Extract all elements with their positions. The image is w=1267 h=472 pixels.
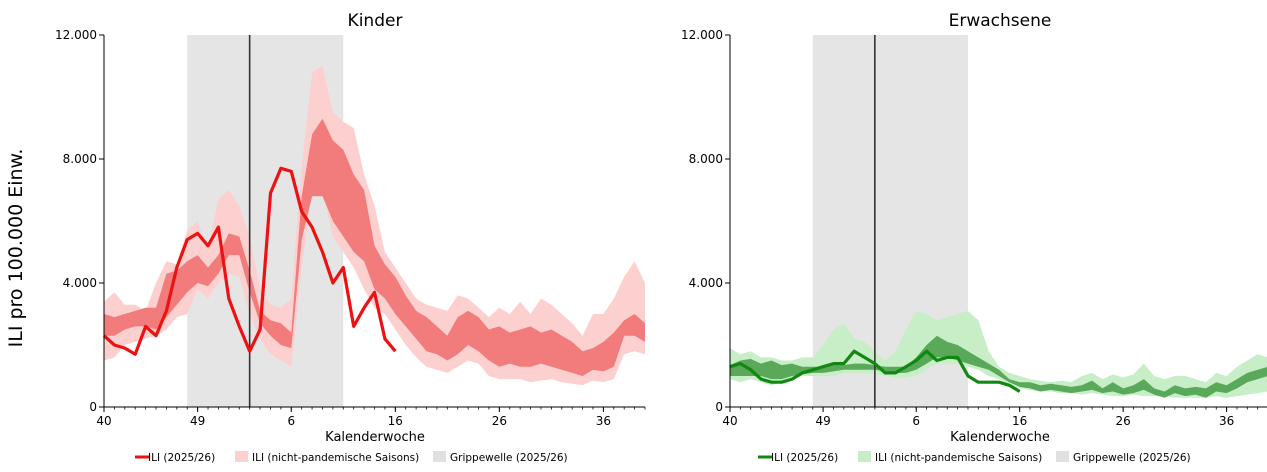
x-tick-label: 6 bbox=[287, 414, 295, 428]
band-inner-erwachsene bbox=[730, 335, 1267, 398]
band-outer bbox=[730, 310, 1267, 398]
y-tick-label: 0 bbox=[715, 400, 723, 414]
y-tick-label: 12.000 bbox=[55, 28, 97, 42]
y-tick-label: 8.000 bbox=[63, 152, 97, 166]
y-axis-label: ILI pro 100.000 Einw. bbox=[5, 149, 27, 348]
y-tick-label: 4.000 bbox=[63, 276, 97, 290]
legend-swatch-line bbox=[758, 455, 773, 459]
legend-swatch-wave bbox=[1056, 451, 1069, 462]
x-tick-label: 6 bbox=[912, 414, 920, 428]
legend-label-band: ILI (nicht-pandemische Saisons) bbox=[875, 452, 1042, 464]
band-inner-kinder bbox=[104, 118, 645, 376]
band-outer bbox=[104, 66, 645, 386]
x-axis-label-erwachsene: Kalenderwoche bbox=[950, 430, 1050, 445]
x-tick-label: 49 bbox=[190, 414, 205, 428]
x-tick-label: 49 bbox=[815, 414, 830, 428]
chart-title-kinder: Kinder bbox=[348, 11, 403, 31]
y-tick-label: 4.000 bbox=[689, 276, 723, 290]
band-inner bbox=[730, 335, 1267, 398]
legend-swatch-band bbox=[235, 451, 248, 462]
chart-kinder: 0 4.000 8.000 12.000 40 49 6 16 26 36 Kinder Kale… bbox=[55, 11, 646, 445]
ili-line-erwachsene bbox=[729, 349, 1021, 393]
axes-erwachsene: 0 4.000 8.000 12.000 40 49 6 16 26 36 bbox=[681, 28, 1267, 428]
x-tick-label: 36 bbox=[596, 414, 611, 428]
legend-kinder: ILI (2025/26) ILI (nicht-pandemische Sai… bbox=[135, 451, 568, 464]
legend-label-line: ILI (2025/26) bbox=[148, 452, 215, 464]
y-tick-label: 0 bbox=[89, 400, 97, 414]
band-inner bbox=[104, 118, 645, 376]
x-tick-label: 26 bbox=[492, 414, 507, 428]
legend-label-wave: Grippewelle (2025/26) bbox=[450, 452, 568, 464]
legend-erwachsene: ILI (2025/26) ILI (nicht-pandemische Sai… bbox=[758, 451, 1191, 464]
y-tick-label: 12.000 bbox=[681, 28, 723, 42]
axes-kinder: 0 4.000 8.000 12.000 40 49 6 16 26 36 bbox=[55, 28, 646, 428]
x-tick-label: 16 bbox=[1012, 414, 1027, 428]
y-tick-label: 8.000 bbox=[689, 152, 723, 166]
x-tick-label: 36 bbox=[1219, 414, 1234, 428]
chart-title-erwachsene: Erwachsene bbox=[949, 11, 1052, 31]
x-tick-label: 40 bbox=[96, 414, 111, 428]
band-outer-erwachsene bbox=[730, 310, 1267, 398]
x-axis-label-kinder: Kalenderwoche bbox=[325, 430, 425, 445]
ili-line-kinder bbox=[102, 166, 397, 356]
legend-swatch-wave bbox=[433, 451, 446, 462]
x-tick-label: 16 bbox=[388, 414, 403, 428]
legend-label-band: ILI (nicht-pandemische Saisons) bbox=[252, 452, 419, 464]
x-tick-label: 26 bbox=[1116, 414, 1131, 428]
legend-label-wave: Grippewelle (2025/26) bbox=[1073, 452, 1191, 464]
legend-label-line: ILI (2025/26) bbox=[771, 452, 838, 464]
band-outer-kinder bbox=[104, 66, 645, 386]
legend-swatch-band bbox=[858, 451, 871, 462]
legend-swatch-line bbox=[135, 455, 150, 459]
x-tick-label: 40 bbox=[722, 414, 737, 428]
